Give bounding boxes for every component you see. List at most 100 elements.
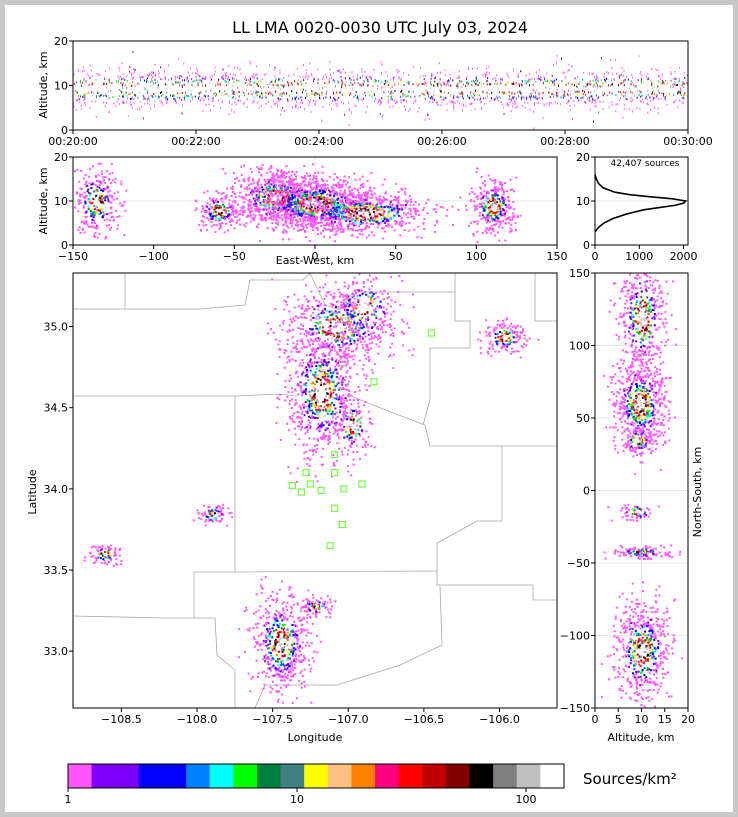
- east-west-source: [263, 195, 266, 198]
- time-altitude-source: [90, 69, 92, 72]
- time-altitude-source: [273, 100, 275, 103]
- time-altitude-source: [325, 87, 327, 90]
- east-west-source: [306, 191, 308, 194]
- time-altitude-source: [621, 66, 623, 69]
- east-west-source: [310, 218, 313, 221]
- time-altitude-source: [306, 95, 308, 98]
- east-west-source: [369, 201, 372, 204]
- east-west-source: [405, 204, 407, 207]
- time-altitude-source: [366, 75, 368, 78]
- time-altitude-source: [302, 76, 304, 79]
- east-west-source: [199, 228, 202, 231]
- east-west-source: [288, 190, 291, 193]
- time-altitude-source: [136, 108, 138, 111]
- east-west-source: [408, 221, 411, 224]
- east-west-source: [309, 200, 312, 203]
- east-west-source: [231, 188, 234, 191]
- time-altitude-source: [566, 80, 567, 83]
- time-altitude-source: [283, 92, 285, 95]
- time-altitude-source: [651, 92, 653, 95]
- time-altitude-source: [474, 91, 476, 94]
- time-altitude-source: [625, 117, 627, 119]
- time-altitude-source: [310, 88, 312, 91]
- time-altitude-source: [104, 82, 106, 85]
- time-altitude-source: [388, 91, 389, 94]
- east-west-source: [331, 197, 334, 200]
- east-west-source: [408, 207, 411, 210]
- time-altitude-source: [225, 84, 227, 87]
- x-tick-label: 00:28:00: [540, 135, 589, 148]
- time-altitude-source: [288, 94, 290, 97]
- time-altitude-source: [651, 83, 653, 86]
- time-altitude-source: [296, 101, 298, 104]
- time-altitude-source: [282, 106, 284, 109]
- east-west-source: [342, 204, 345, 207]
- east-west-source: [93, 190, 96, 193]
- time-altitude-source: [276, 84, 278, 87]
- time-altitude-source: [629, 87, 631, 90]
- time-altitude-source: [450, 94, 452, 97]
- time-altitude-source: [531, 95, 533, 98]
- time-altitude-source: [434, 99, 435, 101]
- east-west-source: [112, 219, 115, 222]
- figure-page: LL LMA 0020-0030 UTC July 03, 2024 00:20…: [5, 5, 733, 812]
- time-altitude-source: [535, 71, 537, 74]
- east-west-source: [96, 209, 99, 212]
- time-altitude-source: [121, 91, 123, 94]
- time-altitude-source: [377, 85, 379, 87]
- time-altitude-source: [186, 94, 188, 97]
- time-altitude-source: [354, 104, 356, 107]
- time-altitude-source: [86, 87, 88, 90]
- time-altitude-source: [384, 82, 386, 85]
- east-west-source: [348, 220, 351, 223]
- east-west-source: [283, 183, 286, 186]
- time-altitude-source: [244, 94, 245, 97]
- time-altitude-source: [394, 89, 396, 92]
- time-altitude-source: [513, 96, 515, 99]
- time-altitude-source: [177, 92, 179, 95]
- time-altitude-source: [275, 101, 277, 104]
- time-altitude-source: [117, 97, 119, 100]
- time-altitude-source: [329, 103, 330, 106]
- east-west-source: [434, 231, 437, 233]
- time-altitude-source: [682, 96, 684, 99]
- time-altitude-source: [574, 77, 576, 80]
- time-altitude-source: [161, 91, 163, 94]
- east-west-source: [254, 189, 257, 192]
- time-altitude-source: [292, 88, 294, 91]
- east-west-source: [377, 222, 380, 225]
- east-west-source: [222, 215, 224, 218]
- time-altitude-source: [531, 78, 533, 81]
- time-altitude-source: [227, 95, 229, 97]
- time-altitude-source: [313, 85, 315, 88]
- time-altitude-source: [686, 86, 688, 89]
- east-west-source: [250, 182, 253, 185]
- east-west-source: [281, 219, 284, 222]
- east-west-source: [310, 185, 313, 188]
- east-west-source: [108, 194, 111, 197]
- time-altitude-source: [571, 89, 573, 92]
- time-altitude-source: [224, 93, 226, 96]
- east-west-source: [294, 188, 297, 191]
- time-altitude-source: [356, 96, 358, 99]
- east-west-source: [255, 207, 258, 210]
- time-altitude-source: [535, 80, 537, 83]
- time-altitude-source: [612, 86, 614, 89]
- east-west-source: [284, 217, 287, 220]
- time-altitude-source: [673, 94, 675, 97]
- time-altitude-source: [513, 96, 515, 99]
- time-altitude-source: [203, 94, 205, 97]
- east-west-source: [90, 187, 93, 190]
- east-west-source: [89, 202, 92, 205]
- time-altitude-source: [300, 82, 302, 85]
- time-altitude-source: [275, 90, 277, 93]
- east-west-source: [300, 201, 303, 204]
- east-west-source: [258, 191, 261, 193]
- east-west-source: [273, 197, 276, 200]
- time-altitude-source: [471, 84, 473, 86]
- east-west-source: [289, 205, 292, 208]
- east-west-source: [336, 203, 339, 206]
- time-altitude-source: [426, 85, 428, 88]
- east-west-source: [318, 196, 321, 199]
- east-west-source: [484, 229, 487, 232]
